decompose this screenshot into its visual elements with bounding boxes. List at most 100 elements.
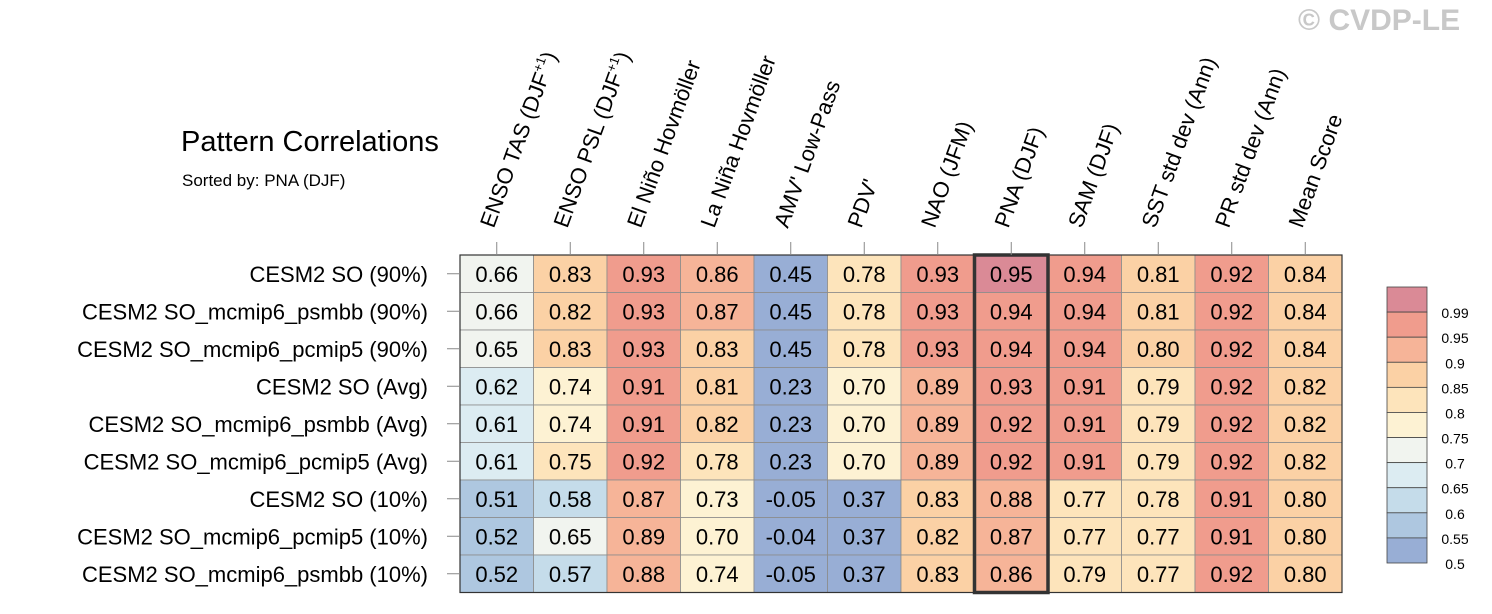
heatmap-cell (680, 404, 755, 443)
cell-value: 0.87 (622, 487, 665, 512)
row-label: CESM2 SO (Avg) (256, 374, 428, 399)
heatmap-cell (606, 329, 681, 368)
heatmap-cell (974, 517, 1049, 556)
heatmap-cell (900, 442, 975, 481)
cell-value: 0.91 (1063, 412, 1106, 437)
colorbar-label: 0.95 (1441, 330, 1468, 346)
cell-value: 0.86 (990, 562, 1033, 587)
heatmap-cell (533, 254, 608, 293)
colorbar-box (1386, 361, 1428, 388)
heatmap-cell (827, 517, 902, 556)
row-label: CESM2 SO_mcmip6_pcmip5 (Avg) (84, 449, 428, 474)
chart-subtitle: Sorted by: PNA (DJF) (182, 171, 346, 190)
colorbar-box (1386, 437, 1428, 464)
cell-value: 0.75 (549, 449, 592, 474)
column-label: ENSO PSL (DJF+1) (548, 48, 636, 231)
colorbar-label: 0.85 (1441, 380, 1468, 396)
colorbar-box (1386, 286, 1428, 313)
cell-value: 0.92 (1210, 412, 1253, 437)
heatmap-cell (1194, 292, 1269, 331)
column-label-text: PDV' (842, 176, 882, 231)
heatmap-cell (1268, 254, 1343, 293)
cell-value: -0.05 (766, 487, 816, 512)
cell-value: 0.65 (475, 337, 518, 362)
cell-value: 0.93 (622, 337, 665, 362)
cell-value: 0.78 (843, 299, 886, 324)
cell-value: 0.87 (696, 299, 739, 324)
column-label: SST std dev (Ann) (1136, 54, 1221, 231)
heatmap-cell (827, 292, 902, 331)
cell-value: 0.91 (1210, 524, 1253, 549)
heatmap-cell (753, 442, 828, 481)
heatmap-cell (459, 292, 534, 331)
colorbar-box (1386, 386, 1428, 413)
colorbar-label: 0.6 (1445, 506, 1465, 522)
cell-value: 0.80 (1284, 487, 1327, 512)
cell-value: 0.82 (696, 412, 739, 437)
cell-value: 0.65 (549, 524, 592, 549)
heatmap-cell (900, 367, 975, 406)
heatmap-cell (753, 367, 828, 406)
cell-value: 0.45 (769, 299, 812, 324)
colorbar-label: 0.75 (1441, 431, 1468, 447)
heatmap-cell (1194, 517, 1269, 556)
column-label-superscript: +1 (603, 55, 622, 74)
cell-value: 0.89 (916, 412, 959, 437)
heatmap-cell (827, 442, 902, 481)
heatmap-cell (1121, 517, 1196, 556)
cell-value: 0.45 (769, 262, 812, 287)
cell-value: 0.79 (1137, 374, 1180, 399)
colorbar-label: 0.7 (1445, 456, 1465, 472)
colorbar-box (1386, 462, 1428, 489)
heatmap-cell (753, 517, 828, 556)
column-label: SAM (DJF) (1063, 120, 1124, 231)
heatmap-cell (827, 329, 902, 368)
colorbar-label: 0.55 (1441, 531, 1468, 547)
cell-value: 0.93 (622, 262, 665, 287)
cell-value: 0.84 (1284, 299, 1327, 324)
cell-value: 0.79 (1137, 412, 1180, 437)
colorbar-label: 0.65 (1441, 481, 1468, 497)
cell-value: 0.70 (843, 449, 886, 474)
column-label: Mean Score (1283, 111, 1347, 231)
cell-value: 0.79 (1137, 449, 1180, 474)
colorbar-label: 0.9 (1445, 355, 1465, 371)
heatmap-cell (1268, 554, 1343, 593)
cell-value: 0.51 (475, 487, 518, 512)
row-label: CESM2 SO_mcmip6_psmbb (90%) (82, 299, 428, 324)
cell-value: 0.66 (475, 299, 518, 324)
cell-value: 0.37 (843, 487, 886, 512)
heatmap-cell (1121, 404, 1196, 443)
cell-value: 0.92 (1210, 299, 1253, 324)
cell-value: -0.04 (766, 524, 816, 549)
column-label: PDV' (842, 176, 882, 231)
heatmap-cell (533, 367, 608, 406)
cell-value: 0.83 (696, 337, 739, 362)
cell-value: 0.23 (769, 449, 812, 474)
cell-value: 0.58 (549, 487, 592, 512)
cell-value: 0.92 (1210, 449, 1253, 474)
cell-value: 0.82 (1284, 449, 1327, 474)
heatmap-cell (974, 404, 1049, 443)
cell-value: 0.91 (1063, 449, 1106, 474)
heatmap-cell (1047, 479, 1122, 518)
heatmap-cell (459, 329, 534, 368)
cell-value: 0.70 (843, 412, 886, 437)
heatmap-cell (1268, 404, 1343, 443)
heatmap-cell (974, 254, 1049, 293)
cell-value: 0.77 (1137, 524, 1180, 549)
heatmap-cell (1047, 517, 1122, 556)
cell-value: 0.94 (1063, 299, 1106, 324)
cell-value: 0.81 (1137, 299, 1180, 324)
cell-value: 0.87 (990, 524, 1033, 549)
colorbar-label: 0.8 (1445, 405, 1465, 421)
cell-value: 0.92 (622, 449, 665, 474)
cell-value: 0.77 (1137, 562, 1180, 587)
heatmap-cell (680, 442, 755, 481)
cell-value: 0.45 (769, 337, 812, 362)
heatmap-cell (827, 404, 902, 443)
cell-value: 0.23 (769, 412, 812, 437)
cell-value: 0.74 (549, 374, 592, 399)
heatmap-cell (459, 404, 534, 443)
heatmap-cell (1194, 367, 1269, 406)
